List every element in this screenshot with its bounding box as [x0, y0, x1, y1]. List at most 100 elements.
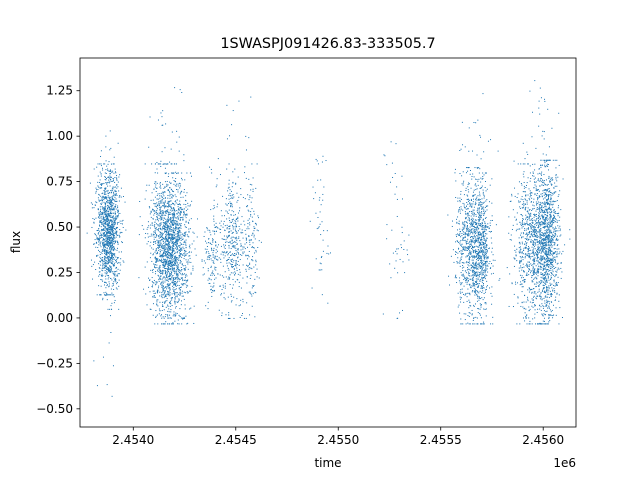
data-point — [460, 257, 462, 259]
data-point — [108, 342, 110, 344]
data-point — [170, 218, 172, 220]
data-point — [468, 167, 470, 169]
data-point — [457, 252, 459, 254]
data-point — [240, 243, 242, 245]
data-point — [181, 172, 183, 174]
data-point — [151, 277, 153, 279]
data-point — [179, 286, 181, 288]
data-point — [173, 208, 175, 210]
data-point — [99, 224, 100, 226]
data-point — [234, 281, 236, 283]
data-point — [172, 279, 174, 281]
data-point — [478, 263, 480, 265]
data-point — [106, 204, 108, 206]
data-point — [231, 196, 233, 198]
data-point — [100, 212, 102, 214]
data-point — [483, 244, 485, 246]
data-point — [485, 303, 487, 305]
data-point — [175, 236, 177, 238]
data-point — [181, 277, 183, 279]
data-point — [112, 215, 114, 217]
data-point — [108, 223, 110, 225]
data-point — [169, 252, 171, 254]
data-point — [159, 200, 161, 202]
data-point — [166, 228, 168, 230]
data-point — [165, 221, 167, 223]
data-point — [110, 211, 112, 213]
data-point — [155, 237, 157, 239]
data-point — [108, 235, 110, 237]
data-point — [213, 273, 215, 275]
data-point — [473, 317, 475, 319]
data-point — [101, 200, 103, 202]
data-point — [111, 267, 113, 269]
data-point — [182, 254, 184, 256]
data-point — [466, 279, 468, 281]
data-point — [102, 275, 104, 277]
data-point — [315, 258, 317, 260]
data-point — [396, 317, 398, 319]
data-point — [162, 205, 164, 207]
data-point — [179, 193, 181, 195]
data-point — [467, 231, 469, 233]
data-point — [111, 252, 113, 254]
data-point — [466, 229, 468, 231]
data-point — [175, 226, 177, 228]
data-point — [226, 260, 228, 262]
data-point — [184, 283, 186, 285]
data-point — [201, 260, 203, 262]
data-point — [98, 263, 100, 265]
data-point — [160, 195, 162, 197]
data-point — [167, 280, 169, 282]
data-point — [473, 189, 475, 191]
data-point — [457, 262, 459, 264]
data-point — [212, 270, 214, 272]
data-point — [111, 258, 113, 260]
data-point — [474, 228, 476, 230]
data-point — [173, 237, 175, 239]
data-point — [212, 240, 214, 242]
data-point — [173, 243, 175, 245]
data-point — [184, 279, 186, 281]
data-point — [104, 294, 105, 296]
data-point — [322, 199, 324, 201]
data-point — [459, 277, 461, 279]
data-point — [477, 237, 479, 239]
data-point — [232, 110, 234, 112]
data-point — [109, 207, 111, 209]
data-point — [167, 256, 169, 258]
data-point — [471, 225, 473, 227]
data-point — [168, 285, 170, 287]
data-point — [110, 205, 112, 207]
data-point — [465, 221, 467, 223]
data-point — [232, 171, 234, 173]
data-point — [477, 273, 479, 275]
data-point — [189, 247, 191, 249]
data-point — [158, 228, 160, 230]
data-point — [164, 226, 166, 228]
data-point — [211, 247, 213, 249]
data-point — [252, 285, 254, 287]
data-point — [118, 308, 120, 310]
data-point — [173, 210, 175, 212]
data-point — [105, 265, 107, 267]
data-point — [115, 222, 117, 224]
data-point — [157, 252, 159, 254]
data-point — [111, 263, 113, 265]
data-point — [102, 215, 104, 217]
data-point — [176, 313, 178, 315]
data-point — [101, 259, 103, 261]
data-point — [476, 229, 478, 231]
data-point — [386, 224, 388, 226]
data-point — [109, 220, 111, 222]
data-point — [113, 207, 115, 209]
data-point — [235, 224, 237, 226]
data-point — [182, 219, 184, 221]
data-point — [106, 243, 108, 245]
data-point — [231, 186, 233, 188]
data-point — [106, 234, 108, 236]
data-point — [174, 258, 176, 260]
data-point — [114, 220, 116, 222]
data-point — [159, 183, 161, 185]
data-point — [234, 255, 236, 257]
